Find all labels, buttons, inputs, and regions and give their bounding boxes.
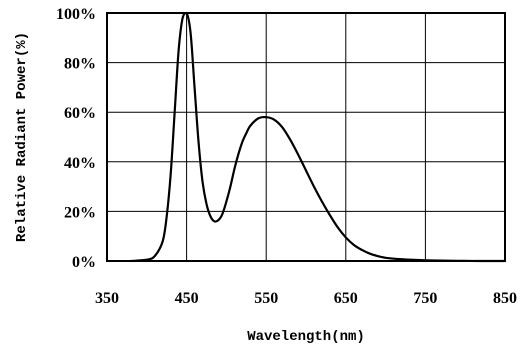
x-tick-label: 750 xyxy=(413,290,437,307)
x-tick-label: 550 xyxy=(254,290,278,307)
x-axis-label: Wavelength(nm) xyxy=(247,329,365,345)
gridlines xyxy=(107,13,505,261)
spectrum-curve xyxy=(129,11,507,263)
x-tick-label: 450 xyxy=(175,290,199,307)
y-tick-label: 20% xyxy=(64,204,96,221)
x-tick-label: 350 xyxy=(95,290,119,307)
y-tick-label: 40% xyxy=(64,155,96,172)
plot-frame xyxy=(106,12,506,262)
y-tick-label: 0% xyxy=(72,254,96,271)
y-tick-label: 60% xyxy=(64,105,96,122)
y-tick-label: 100% xyxy=(56,6,96,23)
y-tick-labels: 0% 20% 40% 60% 80% 100% xyxy=(56,6,96,271)
x-tick-labels: 350 450 550 650 750 850 xyxy=(95,290,517,307)
y-tick-label: 80% xyxy=(64,56,96,73)
x-tick-label: 850 xyxy=(493,290,517,307)
y-axis-label: Relative Radiant Power(%) xyxy=(14,32,30,242)
x-tick-label: 650 xyxy=(334,290,358,307)
